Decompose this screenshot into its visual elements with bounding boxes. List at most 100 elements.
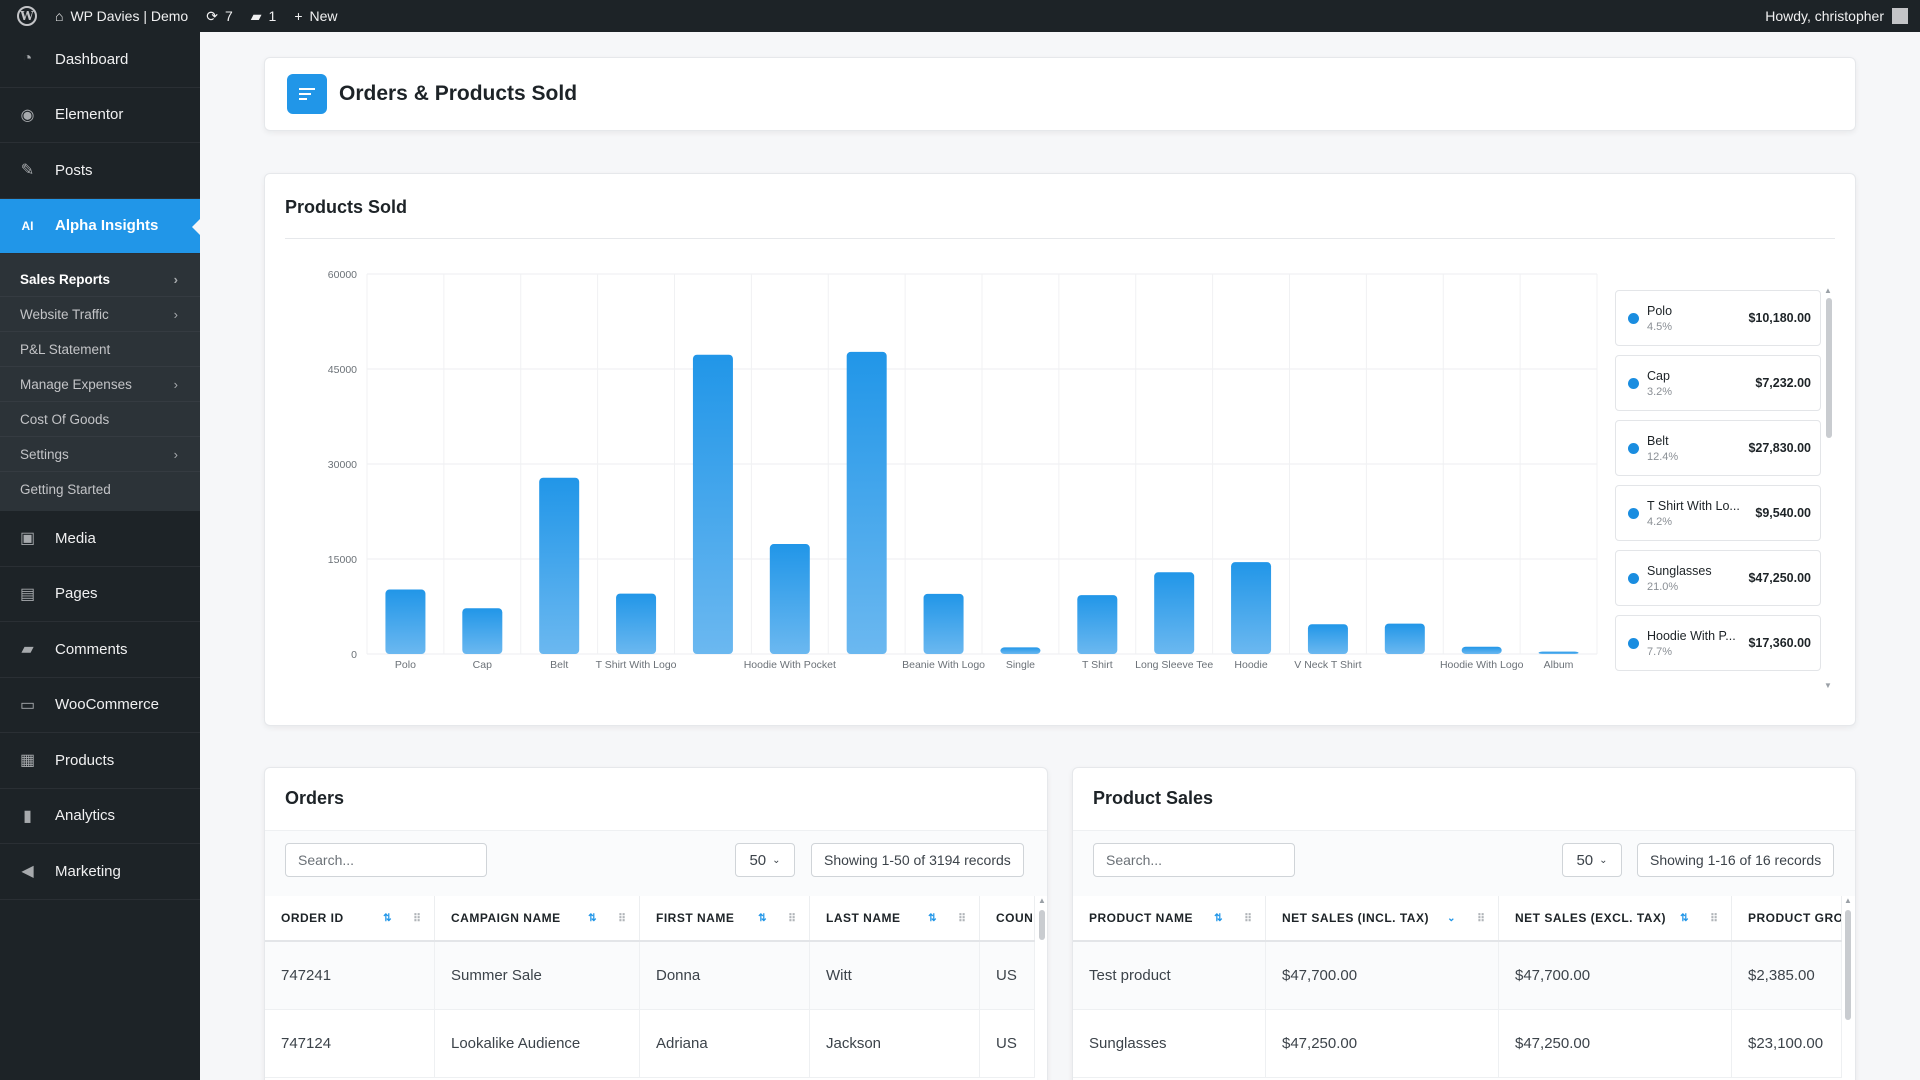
drag-handle-icon[interactable]: ⠿ bbox=[957, 912, 966, 925]
sidebar-item-alpha-insights[interactable]: AI Alpha Insights bbox=[0, 198, 201, 254]
site-name-link[interactable]: ⌂ WP Davies | Demo bbox=[46, 0, 197, 32]
comments-link[interactable]: ▰ 1 bbox=[242, 0, 286, 32]
product-sales-search-input[interactable] bbox=[1093, 843, 1295, 877]
sidebar-item-label: Products bbox=[55, 751, 115, 769]
wordpress-icon: W bbox=[17, 6, 37, 26]
sort-icon[interactable]: ⇅ bbox=[758, 912, 767, 924]
sidebar-item-label: Analytics bbox=[55, 807, 116, 825]
legend-text: Hoodie With P... 7.7% bbox=[1647, 629, 1748, 658]
column-header-coun[interactable]: COUN bbox=[980, 896, 1035, 940]
orders-per-page-select[interactable]: 50 ⌄ bbox=[735, 843, 795, 877]
sidebar-item-media[interactable]: ▣ Media bbox=[0, 511, 200, 567]
bar bbox=[539, 477, 580, 654]
legend-item[interactable]: Hoodie With P... 7.7% $17,360.00 bbox=[1615, 615, 1821, 671]
product-sales-table-scrollbar[interactable]: ▲ bbox=[1843, 896, 1853, 1080]
sidebar-item-woocommerce[interactable]: ▭ WooCommerce bbox=[0, 678, 200, 733]
column-header-label: PRODUCT NAME bbox=[1089, 911, 1193, 925]
sidebar-item-pages[interactable]: ▤ Pages bbox=[0, 567, 200, 622]
submenu-item-manage-expenses[interactable]: Manage Expenses › bbox=[0, 367, 200, 402]
chart-legend[interactable]: Polo 4.5% $10,180.00 Cap 3.2% $7,232.00 Belt 12… bbox=[1615, 290, 1835, 686]
sort-icon[interactable]: ⇅ bbox=[1680, 912, 1689, 924]
drag-handle-icon[interactable]: ⠿ bbox=[1243, 912, 1252, 925]
column-header-label: PRODUCT GRO bbox=[1748, 911, 1842, 925]
products-sold-title: Products Sold bbox=[285, 197, 408, 217]
column-header-net-sales-excl-tax[interactable]: NET SALES (EXCL. TAX) ⇅ ⠿ bbox=[1499, 896, 1732, 940]
sort-icon[interactable]: ⇅ bbox=[383, 912, 392, 924]
column-header-net-sales-incl-tax[interactable]: NET SALES (INCL. TAX) ⌄ ⠿ bbox=[1266, 896, 1499, 940]
sidebar-item-posts[interactable]: ✎ Posts bbox=[0, 143, 200, 199]
sort-icon[interactable]: ⇅ bbox=[588, 912, 597, 924]
pages-icon: ▤ bbox=[19, 585, 36, 603]
legend-percent: 4.5% bbox=[1647, 320, 1673, 333]
table-row[interactable]: Test product $47,700.00 $47,700.00 $2,385.0… bbox=[1073, 942, 1842, 1010]
column-header-first-name[interactable]: FIRST NAME ⇅ ⠿ bbox=[640, 896, 810, 940]
column-header-order-id[interactable]: ORDER ID ⇅ ⠿ bbox=[265, 896, 435, 940]
legend-item[interactable]: Cap 3.2% $7,232.00 bbox=[1615, 355, 1821, 411]
legend-item[interactable]: T Shirt With Lo... 4.2% $9,540.00 bbox=[1615, 485, 1821, 541]
scroll-thumb[interactable] bbox=[1039, 910, 1045, 940]
legend-scroll-thumb[interactable] bbox=[1826, 298, 1832, 438]
table-row[interactable]: 747124 Lookalike Audience Adriana Jackson US bbox=[265, 1010, 1035, 1078]
plus-icon: + bbox=[294, 8, 303, 24]
sidebar-item-label: Posts bbox=[55, 161, 93, 179]
column-header-last-name[interactable]: LAST NAME ⇅ ⠿ bbox=[810, 896, 980, 940]
drag-handle-icon[interactable]: ⠿ bbox=[787, 912, 796, 925]
orders-table-scrollbar[interactable]: ▲ bbox=[1037, 896, 1047, 1080]
scroll-up-icon[interactable]: ▲ bbox=[1038, 896, 1046, 905]
sidebar-item-comments[interactable]: ▰ Comments bbox=[0, 622, 200, 678]
column-header-product-gro[interactable]: PRODUCT GRO bbox=[1732, 896, 1842, 940]
legend-item[interactable]: Belt 12.4% $27,830.00 bbox=[1615, 420, 1821, 476]
sort-icon[interactable]: ⇅ bbox=[1214, 912, 1223, 924]
sidebar-item-label: Alpha Insights bbox=[55, 217, 159, 235]
column-header-label: NET SALES (INCL. TAX) bbox=[1282, 911, 1429, 925]
drag-handle-icon[interactable]: ⠿ bbox=[1476, 912, 1485, 925]
legend-scrollbar[interactable]: ▲ ▼ bbox=[1824, 286, 1834, 690]
sidebar-item-elementor[interactable]: ◉ Elementor bbox=[0, 88, 200, 143]
y-tick-label: 15000 bbox=[328, 554, 357, 566]
product-sales-per-page-select[interactable]: 50 ⌄ bbox=[1562, 843, 1622, 877]
new-content-link[interactable]: + New bbox=[285, 0, 346, 32]
submenu-item-getting-started[interactable]: Getting Started bbox=[0, 472, 200, 507]
submenu-item-website-traffic[interactable]: Website Traffic › bbox=[0, 297, 200, 332]
wordpress-logo-button[interactable]: W bbox=[0, 0, 46, 32]
legend-item[interactable]: Polo 4.5% $10,180.00 bbox=[1615, 290, 1821, 346]
scroll-up-icon[interactable]: ▲ bbox=[1844, 896, 1852, 905]
table-row[interactable]: 747241 Summer Sale Donna Witt US bbox=[265, 942, 1035, 1010]
sort-icon[interactable]: ⇅ bbox=[928, 912, 937, 924]
scroll-thumb[interactable] bbox=[1845, 910, 1851, 1020]
sidebar-item-dashboard[interactable]: ◔ Dashboard bbox=[0, 32, 200, 88]
greeting: Howdy, christopher bbox=[1765, 8, 1884, 24]
sort-icon[interactable]: ⌄ bbox=[1447, 912, 1456, 924]
products-sold-card: Products Sold 0 15000 30000 45000 60000 Polo C… bbox=[264, 173, 1856, 726]
table-cell: 747241 bbox=[265, 942, 435, 1009]
sidebar-item-marketing[interactable]: ◀ Marketing bbox=[0, 844, 200, 900]
legend-item[interactable]: Sunglasses 21.0% $47,250.00 bbox=[1615, 550, 1821, 606]
submenu-item-settings[interactable]: Settings › bbox=[0, 437, 200, 472]
x-tick-label: Long Sleeve Tee bbox=[1135, 659, 1213, 671]
orders-search-input[interactable] bbox=[285, 843, 487, 877]
table-cell: $47,250.00 bbox=[1499, 1010, 1732, 1077]
y-tick-label: 30000 bbox=[328, 459, 357, 471]
scroll-up-icon[interactable]: ▲ bbox=[1824, 286, 1832, 295]
updates-link[interactable]: ⟳ 7 bbox=[197, 0, 242, 32]
legend-name: Polo bbox=[1647, 303, 1673, 318]
table-row[interactable]: Sunglasses $47,250.00 $47,250.00 $23,100.00 bbox=[1073, 1010, 1842, 1078]
submenu-item-cost-of-goods[interactable]: Cost Of Goods bbox=[0, 402, 200, 437]
products-sold-bar-chart: 0 15000 30000 45000 60000 Polo Cap Belt T Shirt … bbox=[328, 269, 1598, 671]
x-tick-label: Cap bbox=[473, 659, 492, 671]
account-menu[interactable]: Howdy, christopher bbox=[1765, 8, 1920, 24]
sidebar-item-analytics[interactable]: ▮ Analytics bbox=[0, 789, 200, 844]
column-header-label: NET SALES (EXCL. TAX) bbox=[1515, 911, 1666, 925]
drag-handle-icon[interactable]: ⠿ bbox=[412, 912, 421, 925]
sidebar-item-products[interactable]: ▦ Products bbox=[0, 733, 200, 789]
product-sales-controls: 50 ⌄ Showing 1-16 of 16 records bbox=[1073, 830, 1855, 896]
drag-handle-icon[interactable]: ⠿ bbox=[1709, 912, 1718, 925]
column-header-campaign-name[interactable]: CAMPAIGN NAME ⇅ ⠿ bbox=[435, 896, 640, 940]
bar bbox=[385, 589, 426, 654]
drag-handle-icon[interactable]: ⠿ bbox=[617, 912, 626, 925]
column-header-product-name[interactable]: PRODUCT NAME ⇅ ⠿ bbox=[1073, 896, 1266, 940]
analytics-icon: ▮ bbox=[23, 807, 32, 825]
submenu-item-p-l-statement[interactable]: P&L Statement bbox=[0, 332, 200, 367]
submenu-item-sales-reports[interactable]: Sales Reports › bbox=[0, 262, 200, 297]
scroll-down-icon[interactable]: ▼ bbox=[1824, 681, 1832, 690]
